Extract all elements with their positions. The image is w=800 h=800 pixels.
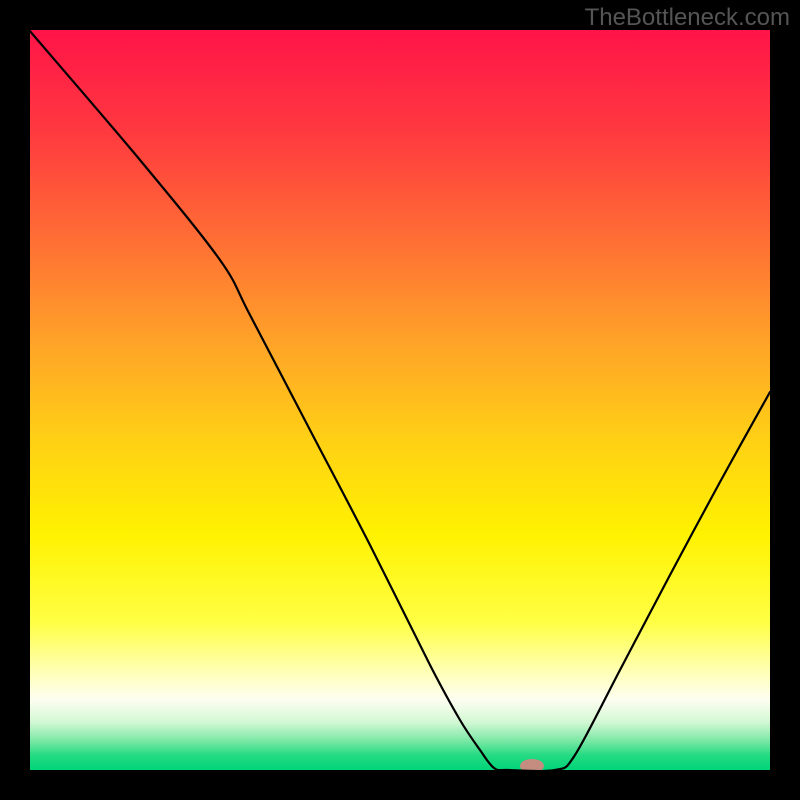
chart-container: TheBottleneck.com	[0, 0, 800, 800]
gradient-background	[30, 30, 770, 770]
bottleneck-chart	[0, 0, 800, 800]
watermark-text: TheBottleneck.com	[585, 4, 790, 32]
